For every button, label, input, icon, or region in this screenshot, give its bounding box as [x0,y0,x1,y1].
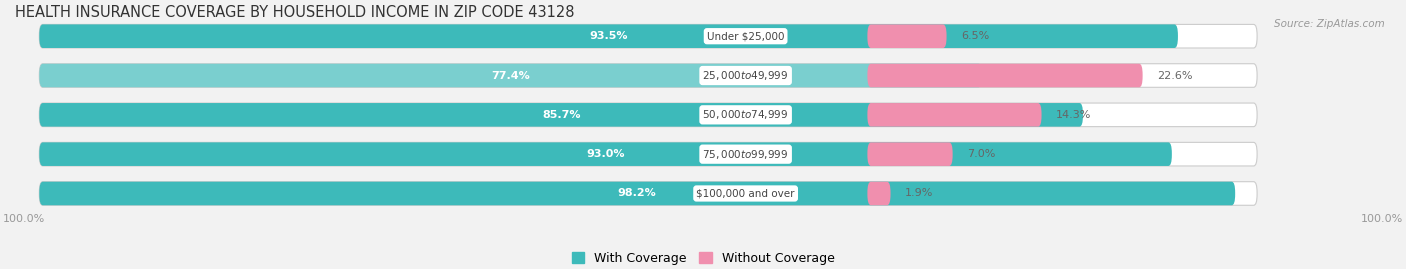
FancyBboxPatch shape [39,24,1257,48]
FancyBboxPatch shape [868,182,890,205]
Text: Source: ZipAtlas.com: Source: ZipAtlas.com [1274,19,1385,29]
FancyBboxPatch shape [868,64,1143,87]
FancyBboxPatch shape [868,24,946,48]
Text: 98.2%: 98.2% [617,189,657,199]
Text: 1.9%: 1.9% [905,189,934,199]
Text: $25,000 to $49,999: $25,000 to $49,999 [703,69,789,82]
FancyBboxPatch shape [39,103,1257,127]
FancyBboxPatch shape [868,142,953,166]
FancyBboxPatch shape [39,64,1257,87]
Text: 7.0%: 7.0% [967,149,995,159]
FancyBboxPatch shape [39,182,1257,205]
Text: 100.0%: 100.0% [1361,214,1403,224]
FancyBboxPatch shape [39,142,1171,166]
Text: HEALTH INSURANCE COVERAGE BY HOUSEHOLD INCOME IN ZIP CODE 43128: HEALTH INSURANCE COVERAGE BY HOUSEHOLD I… [15,5,575,20]
Text: $75,000 to $99,999: $75,000 to $99,999 [703,148,789,161]
FancyBboxPatch shape [39,142,1257,166]
Text: 77.4%: 77.4% [491,70,530,80]
Text: 93.0%: 93.0% [586,149,624,159]
FancyBboxPatch shape [39,182,1234,205]
FancyBboxPatch shape [39,24,1178,48]
Text: 93.5%: 93.5% [589,31,628,41]
FancyBboxPatch shape [868,103,1042,127]
Text: $50,000 to $74,999: $50,000 to $74,999 [703,108,789,121]
Text: Under $25,000: Under $25,000 [707,31,785,41]
Text: 100.0%: 100.0% [3,214,45,224]
Text: $100,000 and over: $100,000 and over [696,189,794,199]
Text: 22.6%: 22.6% [1157,70,1192,80]
FancyBboxPatch shape [39,103,1083,127]
Text: 6.5%: 6.5% [962,31,990,41]
Text: 85.7%: 85.7% [541,110,581,120]
Legend: With Coverage, Without Coverage: With Coverage, Without Coverage [567,247,839,269]
FancyBboxPatch shape [39,64,981,87]
Text: 14.3%: 14.3% [1056,110,1091,120]
